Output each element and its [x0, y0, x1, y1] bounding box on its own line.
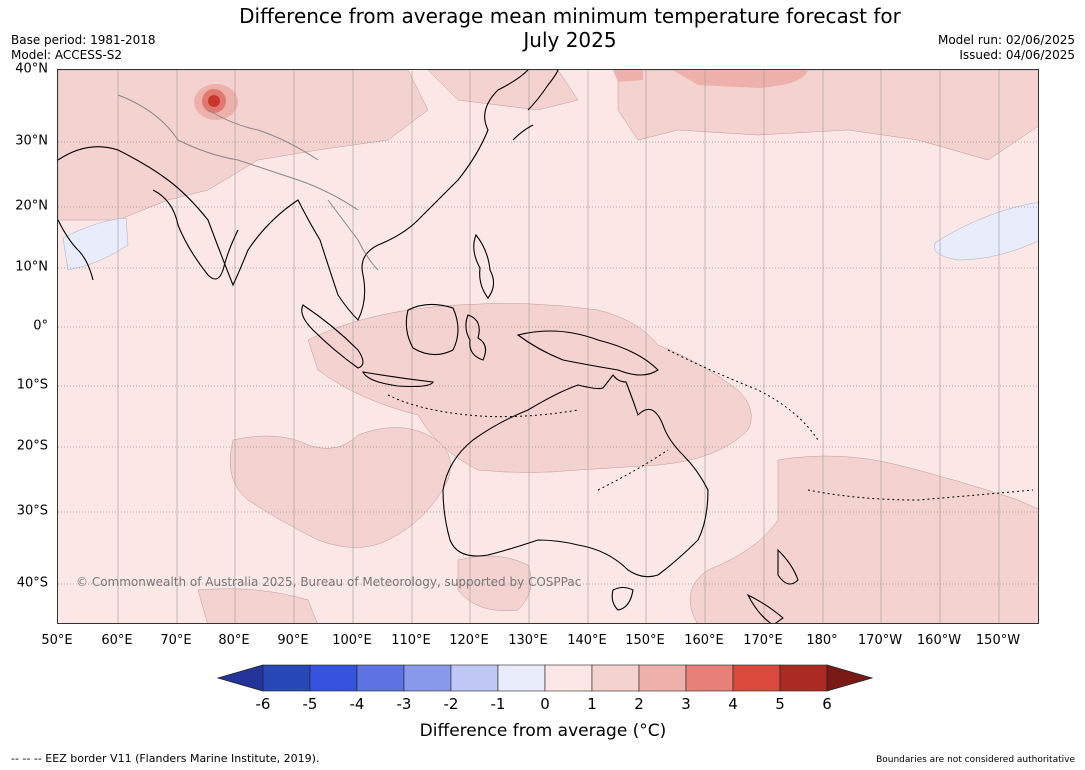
lon-label: 130°E: [508, 633, 548, 648]
colorbar-swatch: [450, 664, 499, 692]
lon-label: 80°E: [218, 633, 250, 648]
title-line-2: July 2025: [523, 28, 617, 52]
eez-border: [387, 349, 1034, 501]
lon-label: 170°E: [743, 633, 783, 648]
lon-label: 100°E: [332, 633, 372, 648]
lat-label: 10°N: [15, 259, 48, 275]
map-area: [57, 69, 1039, 624]
lat-label: 30°N: [15, 133, 48, 149]
lon-label: 160°E: [684, 633, 724, 648]
colorbar-swatch: [309, 664, 358, 692]
colorbar-swatch: [685, 664, 734, 692]
colorbar-tick-label: -6: [255, 695, 271, 713]
lat-label: 10°S: [16, 377, 48, 393]
lat-label: 30°S: [16, 503, 48, 519]
colorbar-swatch: [591, 664, 640, 692]
title-line-1: Difference from average mean minimum tem…: [239, 4, 901, 28]
colorbar-tick-label: 6: [822, 695, 832, 713]
lon-label: 180°: [806, 633, 838, 648]
colorbar-tick-label: -5: [302, 695, 318, 713]
colorbar-swatch: [732, 664, 781, 692]
base-period: Base period: 1981-2018: [11, 33, 156, 47]
colorbar-swatch: [638, 664, 687, 692]
chart-title: Difference from average mean minimum tem…: [170, 4, 970, 52]
boundaries-disclaimer: Boundaries are not considered authoritat…: [876, 755, 1075, 765]
lon-label: 120°E: [449, 633, 489, 648]
colorbar-tick-label: 2: [634, 695, 644, 713]
colorbar-tick-label: 1: [587, 695, 597, 713]
gridlines: [58, 70, 1038, 623]
forecast-map: [58, 70, 1038, 623]
lat-label: 0°: [33, 318, 48, 334]
lat-label: 40°S: [16, 575, 48, 591]
colorbar-swatch: [779, 664, 828, 692]
colorbar-tick-label: 4: [728, 695, 738, 713]
meta-left: Base period: 1981-2018 Model: ACCESS-S2: [11, 33, 156, 63]
lat-label: 20°S: [16, 438, 48, 454]
colorbar-extend-high: [826, 664, 874, 692]
colorbar-tick-label: 3: [681, 695, 691, 713]
colorbar-tick-label: -1: [490, 695, 506, 713]
model-name: Model: ACCESS-S2: [11, 48, 123, 62]
lon-label: 70°E: [160, 633, 192, 648]
lat-label: 20°N: [15, 198, 48, 214]
hotspot: [202, 89, 226, 113]
lon-label: 140°E: [567, 633, 607, 648]
colorbar-tick-label: -3: [396, 695, 412, 713]
model-run: Model run: 02/06/2025: [937, 33, 1075, 47]
anomaly-band-1-2: [58, 70, 1038, 623]
colorbar-swatch: [356, 664, 405, 692]
issued-date: Issued: 04/06/2025: [959, 48, 1075, 62]
lon-label: 170°W: [857, 633, 903, 648]
copyright-notice: © Commonwealth of Australia 2025, Bureau…: [76, 575, 582, 589]
colorbar: [216, 664, 874, 692]
coastlines: [58, 70, 799, 623]
colorbar-swatch: [497, 664, 546, 692]
lon-label: 90°E: [277, 633, 309, 648]
lon-label: 50°E: [41, 633, 73, 648]
eez-legend-note: -- -- -- EEZ border V11 (Flanders Marine…: [11, 752, 320, 765]
country-borders: [117, 94, 379, 271]
lon-label: 60°E: [101, 633, 133, 648]
colorbar-tick-label: 0: [540, 695, 550, 713]
colorbar-title: Difference from average (°C): [419, 721, 667, 741]
colorbar-tick-label: 5: [775, 695, 785, 713]
lon-label: 110°E: [391, 633, 431, 648]
anomaly-band-neg: [62, 202, 1038, 271]
colorbar-swatch: [262, 664, 311, 692]
colorbar-swatch: [403, 664, 452, 692]
lon-label: 150°E: [625, 633, 665, 648]
meta-right: Model run: 02/06/2025 Issued: 04/06/2025: [938, 33, 1075, 63]
colorbar-tick-label: -4: [349, 695, 365, 713]
colorbar-tick-label: -2: [443, 695, 459, 713]
lat-label: 40°N: [15, 61, 48, 77]
lon-label: 160°W: [916, 633, 962, 648]
lon-label: 150°W: [975, 633, 1021, 648]
colorbar-swatch: [544, 664, 593, 692]
colorbar-extend-low: [216, 664, 264, 692]
